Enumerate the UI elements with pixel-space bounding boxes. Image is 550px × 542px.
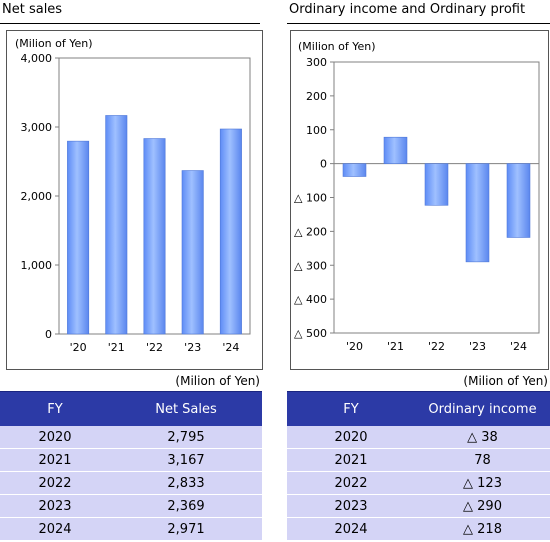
net-sales-x-tick-label: '21 xyxy=(108,341,125,354)
net-sales-y-tick-label: 0 xyxy=(45,328,52,341)
net-sales-bar-2 xyxy=(143,138,166,335)
table-row: 2023 2,369 xyxy=(0,494,262,518)
net-sales-y-tick-label: 2,000 xyxy=(21,190,53,203)
table-row: 2022 △ 123 xyxy=(287,471,550,495)
ordinary-income-x-tick-label: '22 xyxy=(428,340,445,353)
net-sales-fy-cell: 2024 xyxy=(0,517,110,541)
net-sales-title: Net sales xyxy=(2,2,63,17)
ordinary-income-title-underline xyxy=(287,23,550,24)
net-sales-x-tick-label: '20 xyxy=(70,341,87,354)
ordinary-income-bar-2 xyxy=(424,163,449,206)
table-row: 2020 △ 38 xyxy=(287,426,550,449)
net-sales-bar-3 xyxy=(181,170,204,335)
net-sales-fy-cell: 2020 xyxy=(0,426,110,449)
ordinary-income-table: FY Ordinary income 2020 △ 38 2021 78 202… xyxy=(287,391,550,541)
net-sales-bar-1 xyxy=(105,115,128,335)
net-sales-value-cell: 2,795 xyxy=(110,426,262,449)
ordinary-income-bar-0 xyxy=(342,163,367,177)
ordinary-income-fy-cell: 2024 xyxy=(287,517,415,541)
ordinary-income-value-cell: △ 218 xyxy=(415,517,550,541)
table-row: 2024 2,971 xyxy=(0,517,262,541)
ordinary-income-title: Ordinary income and Ordinary profit xyxy=(289,2,526,17)
ordinary-income-y-tick-label: △ 300 xyxy=(294,259,327,272)
net-sales-value-cell: 2,971 xyxy=(110,517,262,541)
net-sales-bar-0 xyxy=(67,140,90,335)
net-sales-bar-4 xyxy=(219,128,242,335)
ordinary-income-x-tick-label: '23 xyxy=(469,340,486,353)
ordinary-income-y-tick-label: 300 xyxy=(306,56,327,69)
net-sales-table: FY Net Sales 2020 2,795 2021 3,167 2022 … xyxy=(0,391,262,541)
net-sales-fy-cell: 2021 xyxy=(0,448,110,472)
ordinary-income-value-cell: △ 290 xyxy=(415,494,550,518)
table-row: 2022 2,833 xyxy=(0,471,262,495)
net-sales-y-tick-label: 3,000 xyxy=(21,121,53,134)
ordinary-income-y-tick-label: △ 100 xyxy=(294,192,327,205)
net-sales-value-cell: 2,833 xyxy=(110,471,262,495)
ordinary-income-x-tick-label: '21 xyxy=(387,340,404,353)
net-sales-table-header-value: Net Sales xyxy=(110,391,262,426)
ordinary-income-y-tick-label: △ 500 xyxy=(294,327,327,340)
ordinary-income-table-unit: (Milion of Yen) xyxy=(463,374,548,388)
net-sales-x-tick-label: '24 xyxy=(222,341,239,354)
net-sales-value-cell: 3,167 xyxy=(110,448,262,472)
table-row: 2020 2,795 xyxy=(0,426,262,449)
table-row: 2024 △ 218 xyxy=(287,517,550,541)
table-row: 2021 78 xyxy=(287,448,550,472)
ordinary-income-y-tick-label: △ 400 xyxy=(294,293,327,306)
ordinary-income-value-cell: △ 38 xyxy=(415,426,550,449)
table-row: 2021 3,167 xyxy=(0,448,262,472)
net-sales-unit-label: (Milion of Yen) xyxy=(15,37,93,50)
net-sales-x-tick-label: '23 xyxy=(184,341,201,354)
net-sales-value-cell: 2,369 xyxy=(110,494,262,518)
ordinary-income-bar-3 xyxy=(465,163,490,263)
ordinary-income-fy-cell: 2020 xyxy=(287,426,415,449)
net-sales-x-tick-label: '22 xyxy=(146,341,163,354)
ordinary-income-y-tick-label: 100 xyxy=(306,124,327,137)
ordinary-income-bar-4 xyxy=(506,163,531,238)
net-sales-fy-cell: 2023 xyxy=(0,494,110,518)
ordinary-income-y-tick-label: △ 200 xyxy=(294,225,327,238)
ordinary-income-table-header-fy: FY xyxy=(287,391,415,426)
net-sales-fy-cell: 2022 xyxy=(0,471,110,495)
ordinary-income-x-tick-label: '24 xyxy=(510,340,527,353)
net-sales-title-underline xyxy=(0,23,260,24)
ordinary-income-fy-cell: 2021 xyxy=(287,448,415,472)
ordinary-income-table-header-value: Ordinary income xyxy=(415,391,550,426)
ordinary-income-value-cell: 78 xyxy=(415,448,550,472)
ordinary-income-x-tick-label: '20 xyxy=(346,340,363,353)
net-sales-y-tick-label: 4,000 xyxy=(21,52,53,65)
ordinary-income-fy-cell: 2022 xyxy=(287,471,415,495)
net-sales-table-unit: (Milion of Yen) xyxy=(175,374,260,388)
ordinary-income-fy-cell: 2023 xyxy=(287,494,415,518)
net-sales-table-header-fy: FY xyxy=(0,391,110,426)
net-sales-y-tick-label: 1,000 xyxy=(21,259,53,272)
ordinary-income-bar-1 xyxy=(383,136,408,164)
ordinary-income-y-tick-label: 200 xyxy=(306,90,327,103)
table-row: 2023 △ 290 xyxy=(287,494,550,518)
ordinary-income-unit-label: (Milion of Yen) xyxy=(298,40,376,53)
ordinary-income-value-cell: △ 123 xyxy=(415,471,550,495)
ordinary-income-y-tick-label: 0 xyxy=(320,158,327,171)
